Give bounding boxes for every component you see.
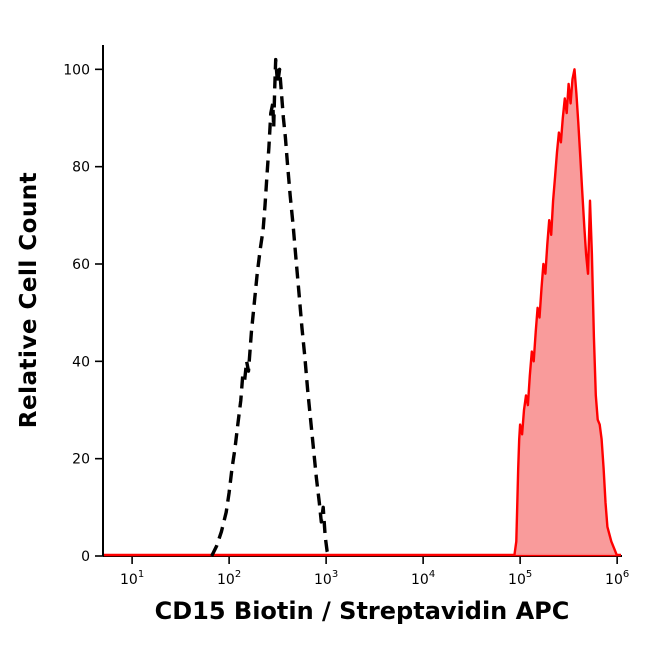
x-tick-label: 103 — [314, 569, 338, 588]
y-tick-label: 80 — [72, 160, 90, 176]
y-tick-label: 100 — [63, 62, 90, 78]
x-tick-label: 105 — [508, 569, 532, 588]
isotype-control-unstained-curve — [210, 57, 331, 557]
y-tick-label: 40 — [72, 354, 90, 370]
x-axis-label: CD15 Biotin / Streptavidin APC — [154, 597, 570, 625]
cd15-biotin-streptavidin-apc-stained-curve — [513, 68, 619, 557]
y-tick-label: 20 — [72, 452, 90, 468]
x-tick-label: 102 — [217, 569, 241, 588]
x-tick-label: 101 — [120, 569, 144, 588]
y-tick-label: 0 — [81, 549, 90, 565]
cd15-biotin-streptavidin-apc-stained-fill — [514, 69, 618, 557]
y-tick-label: 60 — [72, 257, 90, 273]
x-tick-label: 104 — [411, 569, 435, 588]
x-tick-label: 106 — [605, 569, 629, 588]
y-axis-label: Relative Cell Count — [16, 171, 42, 429]
